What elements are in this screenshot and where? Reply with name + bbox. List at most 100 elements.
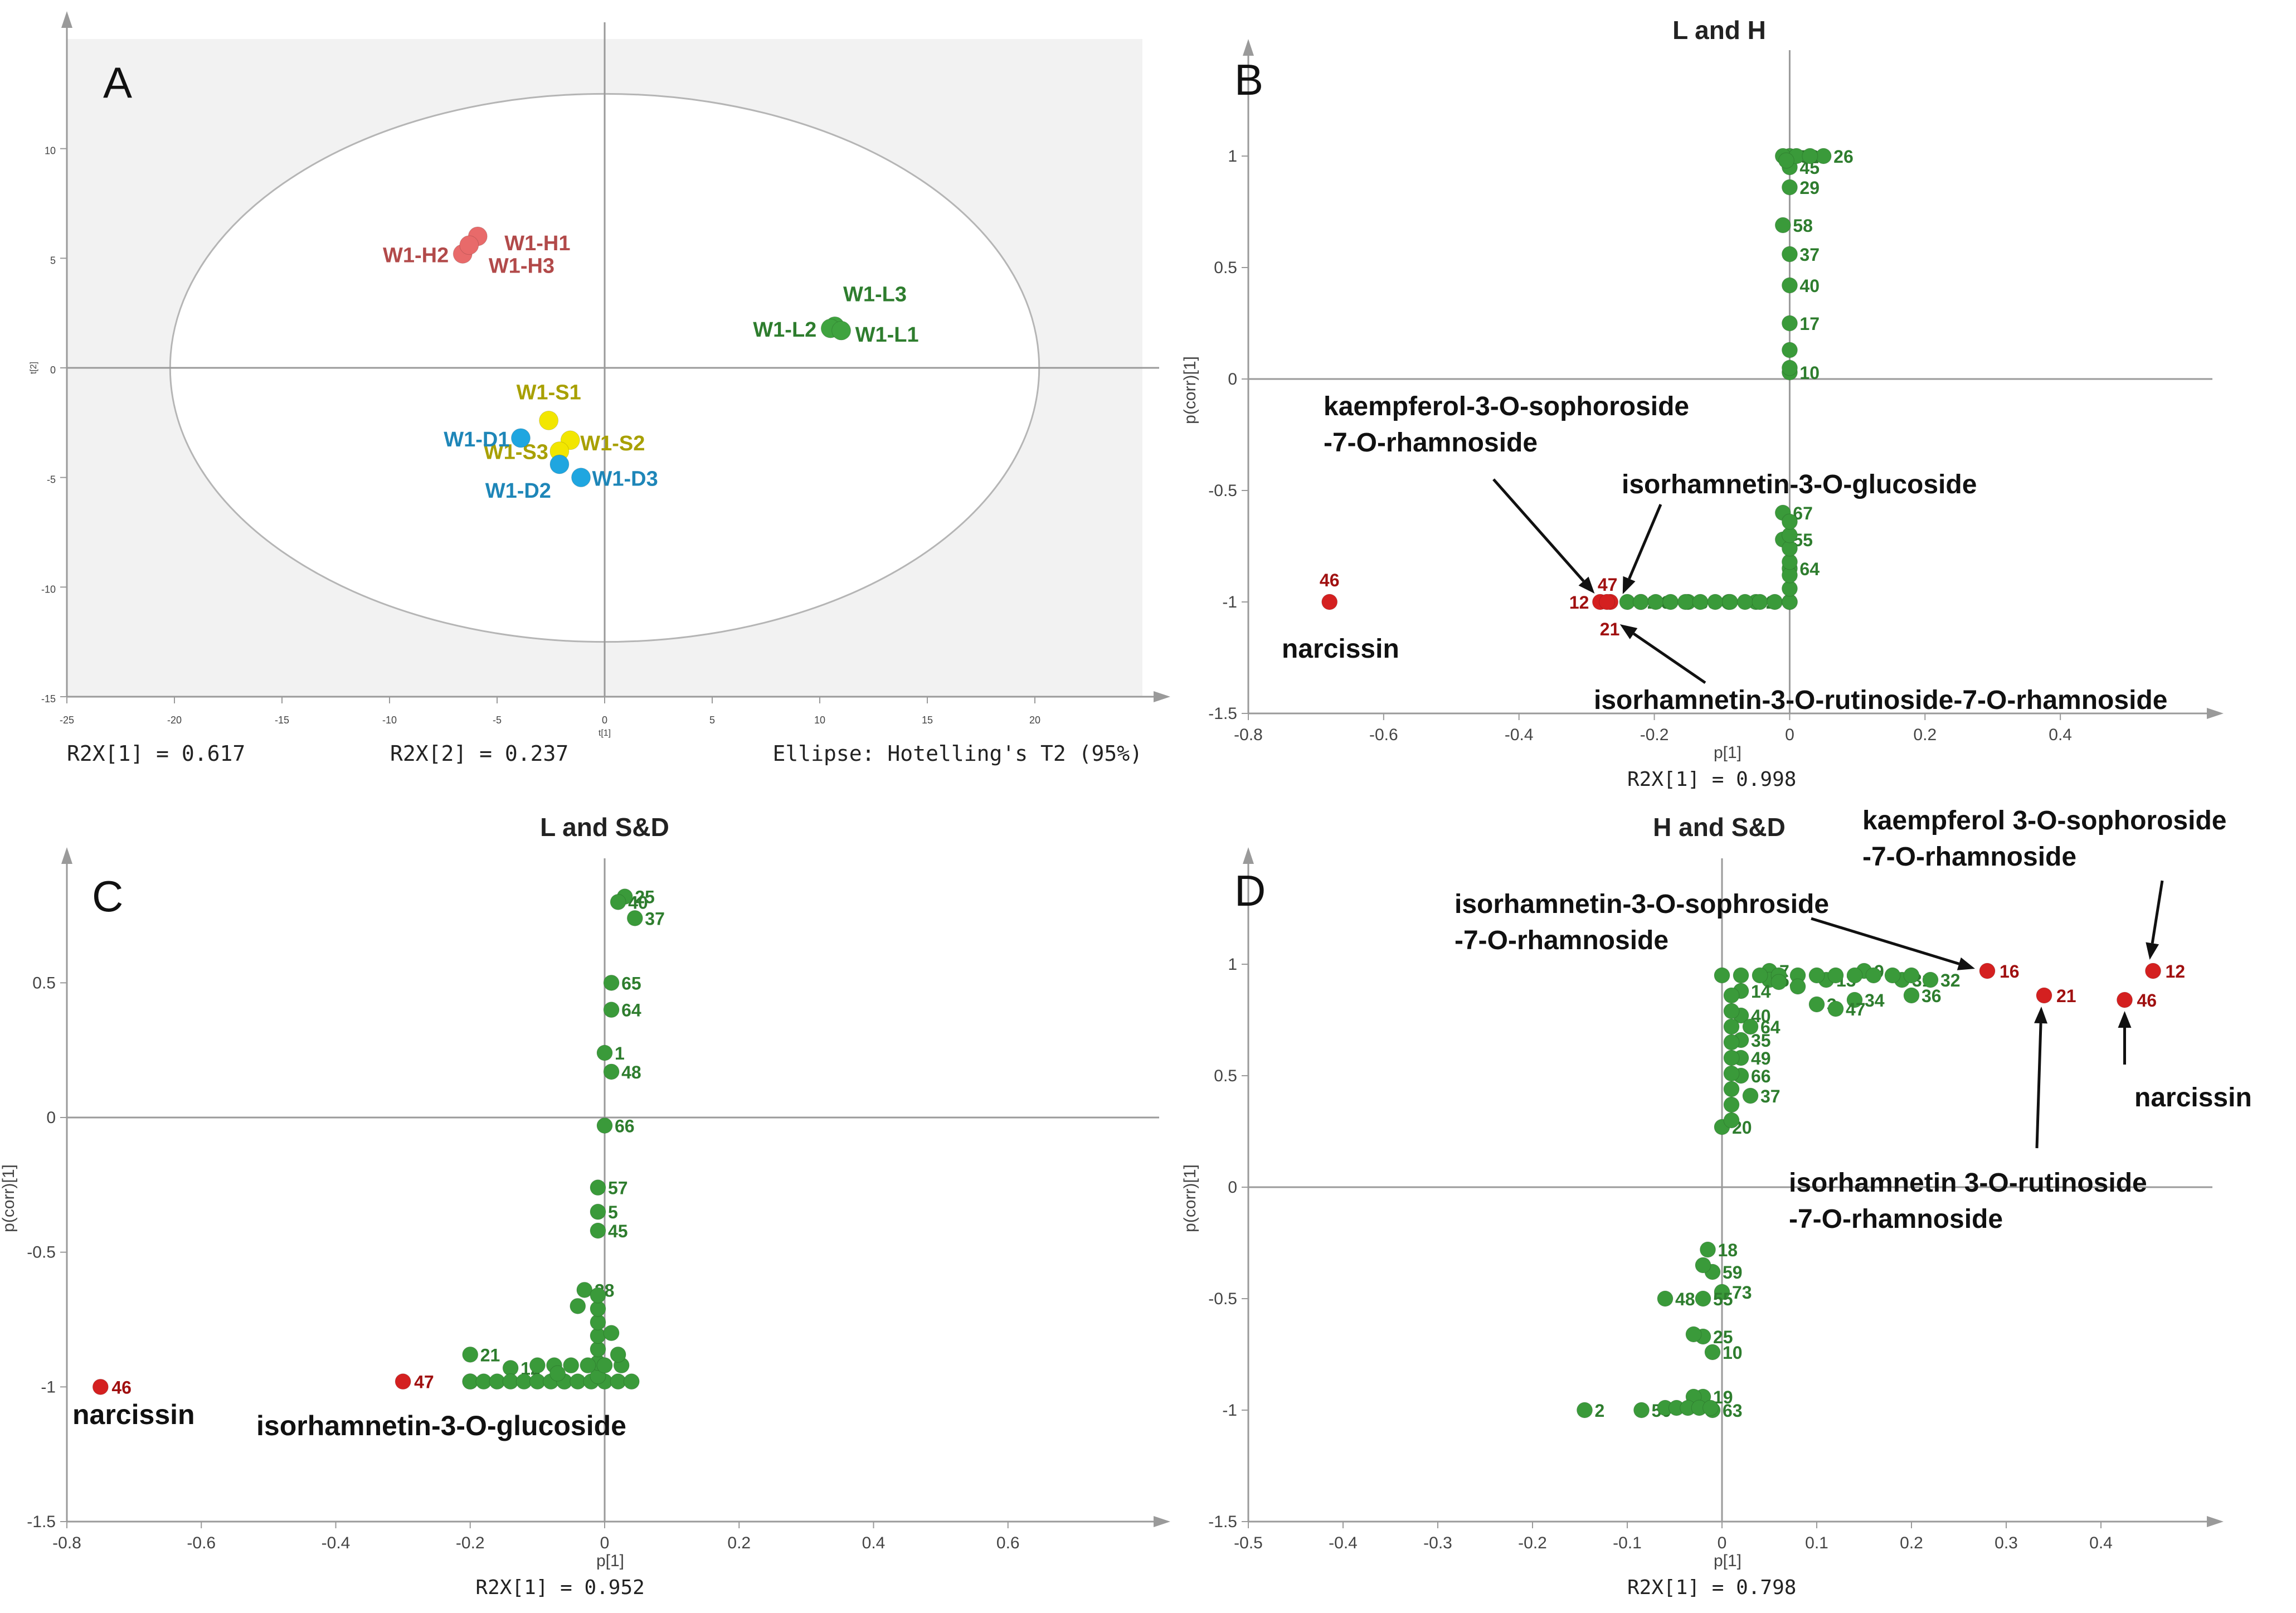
annotations: 16 21 12 46 isorhamnetin-3-O-sophroside -7-O-… [1455,806,2252,1234]
panel-b-chart: -0.8 -0.6 -0.4 -0.2 0 0.2 0.4 -1.5 -1 -0.5 0 0.5 1 p[… [1181,16,2224,791]
score-point [510,428,531,448]
arrow-line [1492,478,1585,582]
panel-letter-b: B [1234,55,1263,104]
cluster-point [1723,1018,1740,1035]
loading-label: 1 [615,1043,625,1063]
score-label: W1-L3 [843,283,907,306]
highlighted-point [1599,594,1616,610]
footer: R2X[1] = 0.617 R2X[2] = 0.237 Ellipse: Hot… [67,741,1142,766]
annotations: 46 47 12 21 kaempferol-3-O-sophoroside -7-O-r… [1282,392,2167,715]
highlighted-point [2036,987,2052,1004]
score-label: W1-D1 [444,428,509,451]
loading-label: 17 [1799,314,1820,334]
panel-letter-c: C [92,872,123,921]
arrow-head [1619,624,1638,639]
cluster-point [1723,987,1740,1004]
loading-point [603,974,620,991]
highlighted-point [1321,594,1338,610]
score-point [831,320,852,341]
loading-point [1781,315,1798,332]
highlight-label: 46 [2137,990,2157,1010]
score-label: W1-L1 [855,323,919,347]
annotation-isorhamnetin-rutinoside: isorhamnetin-3-O-rutinoside-7-O-rhamnosi… [1594,686,2167,715]
loading-label: 37 [1760,1086,1781,1106]
x-tick-label: -20 [167,715,182,726]
loading-point [596,1044,613,1061]
loading-label: 35 [1751,1031,1771,1051]
dense-cluster [462,1287,640,1390]
arrow-head [2118,1011,2132,1028]
loading-point [1781,246,1798,263]
highlight-label: 47 [1598,575,1618,595]
y-tick-label: 0 [50,365,56,376]
x-tick-label: -10 [382,715,397,726]
x-tick-label: -0.8 [1234,726,1263,744]
y-tick-label: 5 [50,255,56,266]
annotation-isorhamnetin-glucoside: isorhamnetin-3-O-glucoside [1622,470,1977,499]
loading-label: 65 [621,973,641,993]
cluster-point [570,1298,586,1314]
x-tick-label: 0 [602,715,607,726]
cluster-point [1723,1034,1740,1051]
arrow-isorhamnetin-rutinoside [1619,624,1706,684]
annotation-kaempferol-line2: -7-O-rhamnoside [1324,428,1538,458]
loading-point [1704,1344,1721,1361]
r2x-2-label: R2X[2] = 0.237 [390,741,568,766]
x-tick-label: -0.2 [1640,726,1669,744]
highlighted-point [1979,963,1996,979]
y-axis-arrow [1243,39,1254,56]
panel-letter-d: D [1234,866,1266,915]
highlight-label: 16 [2000,961,2020,982]
score-label: W1-D3 [592,468,658,491]
loading-point [1700,1241,1716,1258]
chart-title: L and H [1672,16,1766,45]
cluster-point [1692,594,1709,610]
dense-cluster [1632,148,1818,610]
score-label: W1-H2 [383,244,449,267]
loading-point [1808,996,1825,1013]
cluster-point [1723,1112,1740,1129]
x-tick-label: -0.6 [187,1534,216,1552]
loading-label: 64 [1799,559,1820,579]
y-tick-label: -1 [1222,593,1237,611]
cluster-point [1865,967,1882,984]
loading-label: 37 [645,908,665,929]
loading-label: 14 [1751,982,1771,1002]
loading-label: 55 [1713,1289,1733,1309]
x-tick-label: -0.4 [1329,1534,1358,1552]
x-tick-label: 0.2 [727,1534,751,1552]
loading-point [603,1002,620,1018]
loading-point [1903,987,1920,1004]
loading-label: 29 [1799,178,1820,198]
loading-label: 25 [635,887,655,907]
loading-point [626,910,643,926]
loading-label: 57 [608,1178,628,1198]
loading-point [1633,1402,1650,1418]
arrow-head [1578,576,1595,594]
y-axis-arrow [61,847,72,864]
arrow-head [1957,957,1975,970]
cluster-point [1752,967,1768,984]
r2x-label: R2X[1] = 0.952 [475,1576,644,1599]
loading-label: 66 [1751,1066,1771,1086]
x-axis-arrow [1154,691,1170,702]
loading-point [1922,971,1939,988]
loading-label: 18 [1718,1240,1738,1260]
x-tick-label: 0 [1785,726,1794,744]
x-axis-label: p[1] [596,1552,624,1570]
panel-c: -0.8 -0.6 -0.4 -0.2 0 0.2 0.4 0.6 -1.5 -1 -0.5 0 0.5… [0,791,1170,1613]
loading-point [1714,1284,1730,1300]
cluster-point [1723,1050,1740,1066]
loading-label: 45 [608,1221,628,1241]
x-tick-label: -0.4 [322,1534,351,1552]
score-label: W1-H1 [504,232,570,255]
x-axis-arrow [2207,708,2224,719]
loading-label: 40 [1799,276,1820,296]
x-tick-label: 0 [600,1534,610,1552]
arrow-kaempferol [1492,478,1595,594]
y-axis-label: p(corr)[1] [1181,1164,1199,1232]
y-tick-label: -5 [47,474,56,485]
x-tick-label: 0.4 [2049,726,2072,744]
x-tick-label: 5 [709,715,715,726]
loading-point [1846,992,1863,1008]
